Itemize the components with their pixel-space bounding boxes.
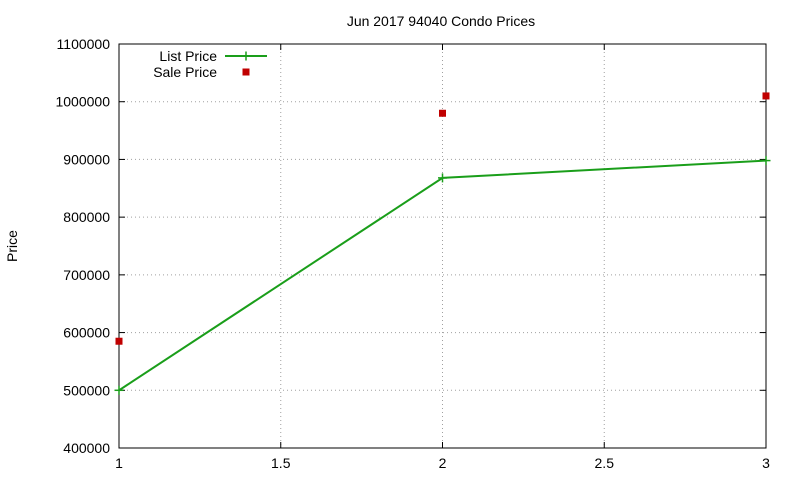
legend-marker-list-price (241, 51, 251, 61)
x-tick-label: 2 (439, 455, 447, 471)
x-tick-label: 2.5 (595, 455, 615, 471)
chart-title: Jun 2017 94040 Condo Prices (347, 13, 535, 29)
axis-layer: 400000 500000 600000 700000 800000 900000 1000… (55, 36, 770, 471)
sale-price-point (762, 92, 770, 100)
x-tick-label: 1 (115, 455, 123, 471)
y-tick-label: 900000 (63, 151, 110, 167)
list-price-point (114, 385, 124, 395)
y-axis-label: Price (4, 230, 20, 262)
y-tick-label: 800000 (63, 209, 110, 225)
grid-layer (119, 44, 766, 448)
y-tick-label: 600000 (63, 325, 110, 341)
y-tick-label: 500000 (63, 382, 110, 398)
legend-marker-sale-price (242, 68, 250, 76)
y-tick-label: 1000000 (55, 94, 110, 110)
sale-price-point (439, 109, 446, 117)
y-tick-label: 700000 (63, 267, 110, 283)
list-price-point (438, 173, 447, 183)
list-price-line (118, 159, 767, 392)
list-price-point (761, 156, 771, 166)
sale-price-point (115, 337, 123, 345)
x-tick-label: 3 (762, 455, 770, 471)
x-tick-label: 1.5 (271, 455, 291, 471)
legend-label-sale-price: Sale Price (153, 64, 217, 80)
series-layer (114, 92, 771, 395)
plot-frame (118, 43, 767, 449)
legend-label-list-price: List Price (159, 48, 217, 64)
y-tick-label: 1100000 (57, 36, 111, 52)
y-tick-label: 400000 (63, 440, 110, 456)
